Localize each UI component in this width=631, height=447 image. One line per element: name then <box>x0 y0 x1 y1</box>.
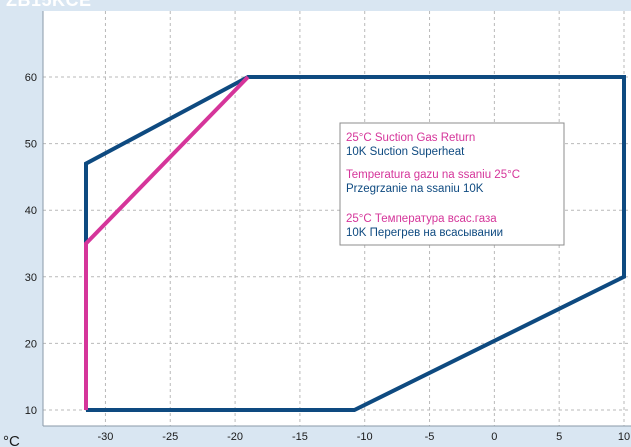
legend-entry-magenta: Temperatura gazu na ssaniu 25°C <box>346 169 520 181</box>
legend-entry-blue: 10K Suction Superheat <box>346 146 465 158</box>
legend-entry-magenta: 25°C Suction Gas Return <box>346 132 475 144</box>
y-tick-label: 50 <box>25 139 37 151</box>
x-tick-label: -5 <box>425 431 435 443</box>
x-tick-label: -15 <box>292 431 308 443</box>
legend-entry-magenta: 25°C Температура всас.газа <box>346 213 497 225</box>
legend-entry-blue: Przegrzanie na ssaniu 10K <box>346 183 484 195</box>
gas-return-envelope-line <box>84 75 250 410</box>
y-tick-label: 20 <box>25 338 37 350</box>
x-tick-label: -20 <box>227 431 243 443</box>
tick-labels: -30 -25 -20 -15 -10 -5 0 5 10 10 20 30 40 50 60 <box>25 72 630 443</box>
x-tick-label: 10 <box>618 431 630 443</box>
y-tick-label: 30 <box>25 272 37 284</box>
y-tick-label: 10 <box>25 405 37 417</box>
x-tick-label: -30 <box>97 431 113 443</box>
y-tick-label: 60 <box>25 72 37 84</box>
series-lines <box>84 75 626 412</box>
x-tick-label: -10 <box>357 431 373 443</box>
legend-box <box>339 122 565 246</box>
legend: 25°C Suction Gas Return 10K Suction Super… <box>339 122 565 246</box>
y-tick-label: 40 <box>25 205 37 217</box>
x-tick-label: 0 <box>491 431 497 443</box>
legend-entry-blue: 10K Перегрев на всасывании <box>346 227 503 239</box>
x-tick-label: -25 <box>162 431 178 443</box>
superheat-envelope-line <box>84 75 626 412</box>
model-label: ZB15KCE <box>6 0 92 10</box>
y-unit-label: °C <box>3 433 20 447</box>
x-tick-label: 5 <box>556 431 562 443</box>
